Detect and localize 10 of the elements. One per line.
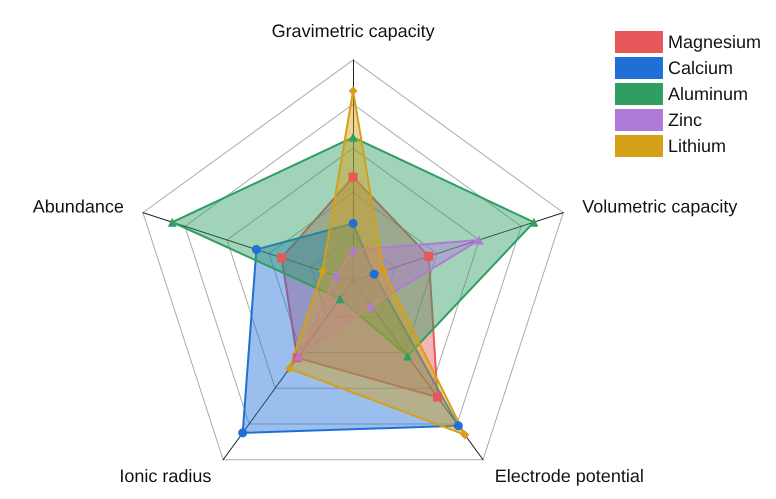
spoke-label: Abundance (32, 196, 124, 216)
legend-label: Zinc (668, 110, 702, 130)
legend-label: Magnesium (668, 32, 762, 52)
spoke-label: Electrode potential (494, 466, 644, 486)
spoke-label: Ionic radius (119, 466, 212, 486)
spoke-label: Volumetric capacity (582, 196, 738, 216)
legend-label: Lithium (668, 136, 726, 156)
legend-label: Calcium (668, 58, 733, 78)
spoke-label: Gravimetric capacity (272, 20, 435, 41)
legend-label: Aluminum (668, 84, 748, 104)
